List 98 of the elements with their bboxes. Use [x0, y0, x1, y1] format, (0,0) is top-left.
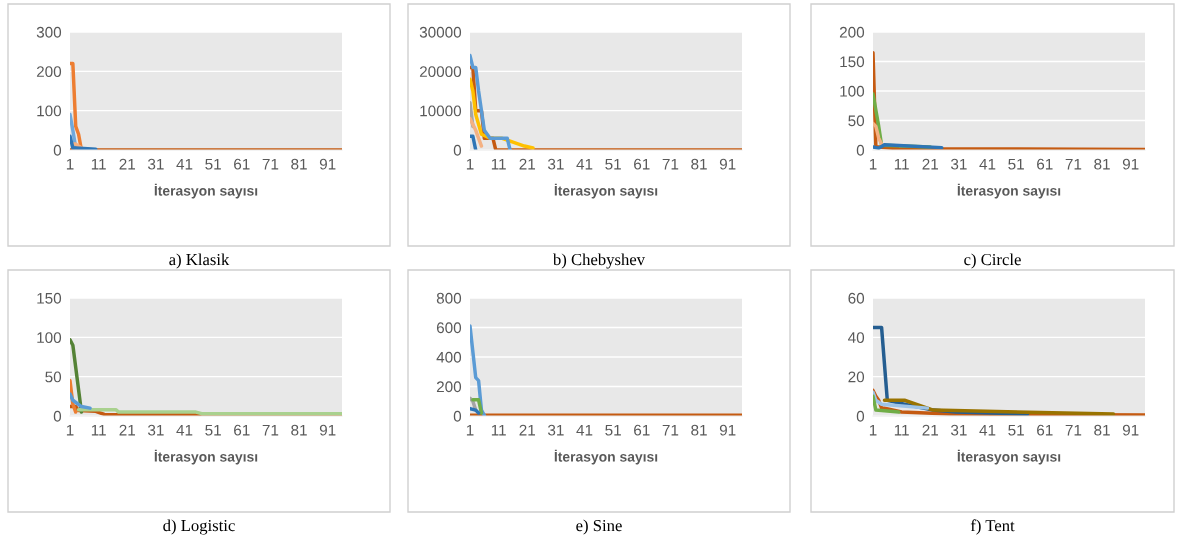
x-tick-label: 61	[634, 158, 650, 170]
y-tick-label: 50	[45, 371, 62, 383]
x-tick-label: 11	[894, 424, 909, 436]
y-tick-label: 200	[436, 381, 462, 393]
y-tick-label: 0	[856, 410, 865, 422]
y-tick-label: 20000	[419, 66, 462, 78]
x-tick-label: 1	[66, 424, 74, 436]
x-tick-label: 11	[91, 424, 106, 436]
x-tick-label: 11	[894, 158, 909, 170]
x-tick-label: 21	[922, 424, 939, 436]
x-tick-label: 91	[319, 424, 336, 436]
x-tick-label: 21	[119, 158, 136, 170]
x-axis-title: İterasyon sayısı	[154, 449, 258, 465]
y-tick-label: 800	[436, 292, 462, 304]
x-tick-label: 61	[234, 158, 250, 170]
y-tick-label: 60	[848, 292, 865, 304]
x-tick-label: 81	[691, 158, 707, 170]
text: e) Sine	[576, 519, 622, 535]
y-tick-label: 0	[53, 410, 62, 422]
x-tick-label: 71	[262, 158, 279, 170]
y-tick-label: 200	[839, 26, 865, 38]
x-tick-label: 31	[950, 158, 967, 170]
x-tick-label: 61	[634, 424, 650, 436]
x-tick-label: 51	[205, 158, 221, 170]
x-tick-label: 91	[1122, 158, 1139, 170]
x-tick-label: 71	[1065, 424, 1082, 436]
x-tick-label: 31	[547, 158, 564, 170]
x-tick-label: 61	[1037, 158, 1053, 170]
y-tick-label: 100	[37, 105, 62, 117]
x-tick-label: 41	[576, 158, 593, 170]
x-tick-label: 31	[950, 424, 967, 436]
x-tick-label: 51	[1008, 158, 1024, 170]
y-tick-label: 300	[36, 26, 62, 38]
x-tick-label: 1	[869, 424, 877, 436]
x-tick-label: 91	[1122, 424, 1139, 436]
x-tick-label: 41	[576, 424, 593, 436]
x-tick-label: 71	[262, 424, 279, 436]
x-tick-label: 11	[91, 158, 106, 170]
y-tick-label: 400	[436, 351, 462, 363]
y-tick-label: 150	[840, 56, 865, 68]
x-tick-label: 31	[147, 158, 164, 170]
x-axis-title: İterasyon sayısı	[554, 183, 658, 199]
x-tick-label: 51	[205, 424, 221, 436]
y-tick-label: 200	[36, 66, 62, 78]
x-tick-label: 51	[605, 424, 621, 436]
x-tick-label: 81	[291, 424, 307, 436]
x-tick-label: 1	[869, 158, 877, 170]
x-tick-label: 41	[176, 158, 193, 170]
x-tick-label: 81	[1094, 158, 1110, 170]
x-axis-title: İterasyon sayısı	[957, 449, 1061, 465]
x-tick-label: 51	[605, 158, 621, 170]
y-tick-label: 0	[453, 144, 462, 156]
text: c) Circle	[964, 253, 1021, 269]
y-tick-label: 100	[840, 85, 865, 97]
x-tick-label: 31	[147, 424, 164, 436]
x-tick-label: 81	[691, 424, 707, 436]
y-tick-label: 100	[37, 332, 62, 344]
x-tick-label: 41	[176, 424, 193, 436]
x-tick-label: 1	[466, 158, 474, 170]
y-tick-label: 10000	[420, 105, 462, 117]
x-axis-title: İterasyon sayısı	[554, 449, 658, 465]
x-tick-label: 91	[719, 424, 736, 436]
y-tick-label: 600	[436, 322, 462, 334]
x-tick-label: 11	[491, 424, 506, 436]
text: b) Chebyshev	[552, 253, 646, 269]
y-tick-label: 0	[856, 144, 865, 156]
x-tick-label: 61	[234, 424, 250, 436]
x-tick-label: 91	[719, 158, 736, 170]
text: f) Tent	[970, 519, 1015, 535]
x-tick-label: 71	[662, 424, 679, 436]
y-tick-label: 0	[53, 144, 62, 156]
y-tick-label: 150	[37, 292, 62, 304]
x-tick-label: 21	[519, 424, 536, 436]
x-tick-label: 11	[491, 158, 506, 170]
y-tick-label: 40	[848, 332, 865, 344]
y-tick-label: 50	[848, 115, 865, 127]
x-tick-label: 61	[1037, 424, 1053, 436]
x-tick-label: 21	[519, 158, 536, 170]
y-tick-label: 20	[848, 371, 865, 383]
text: a) Klasik	[169, 253, 230, 269]
y-tick-label: 30000	[419, 26, 462, 38]
x-tick-label: 71	[662, 158, 679, 170]
x-tick-label: 41	[979, 158, 996, 170]
x-tick-label: 71	[1065, 158, 1082, 170]
x-tick-label: 81	[291, 158, 307, 170]
y-tick-label: 0	[453, 410, 462, 422]
x-tick-label: 31	[547, 424, 564, 436]
x-tick-label: 91	[319, 158, 336, 170]
x-axis-title: İterasyon sayısı	[957, 183, 1061, 199]
x-tick-label: 1	[66, 158, 74, 170]
x-tick-label: 1	[466, 424, 474, 436]
x-tick-label: 21	[922, 158, 939, 170]
x-tick-label: 51	[1008, 424, 1024, 436]
x-tick-label: 81	[1094, 424, 1110, 436]
x-axis-title: İterasyon sayısı	[154, 183, 258, 199]
x-tick-label: 41	[979, 424, 996, 436]
text: d) Logistic	[163, 519, 235, 535]
x-tick-label: 21	[119, 424, 136, 436]
